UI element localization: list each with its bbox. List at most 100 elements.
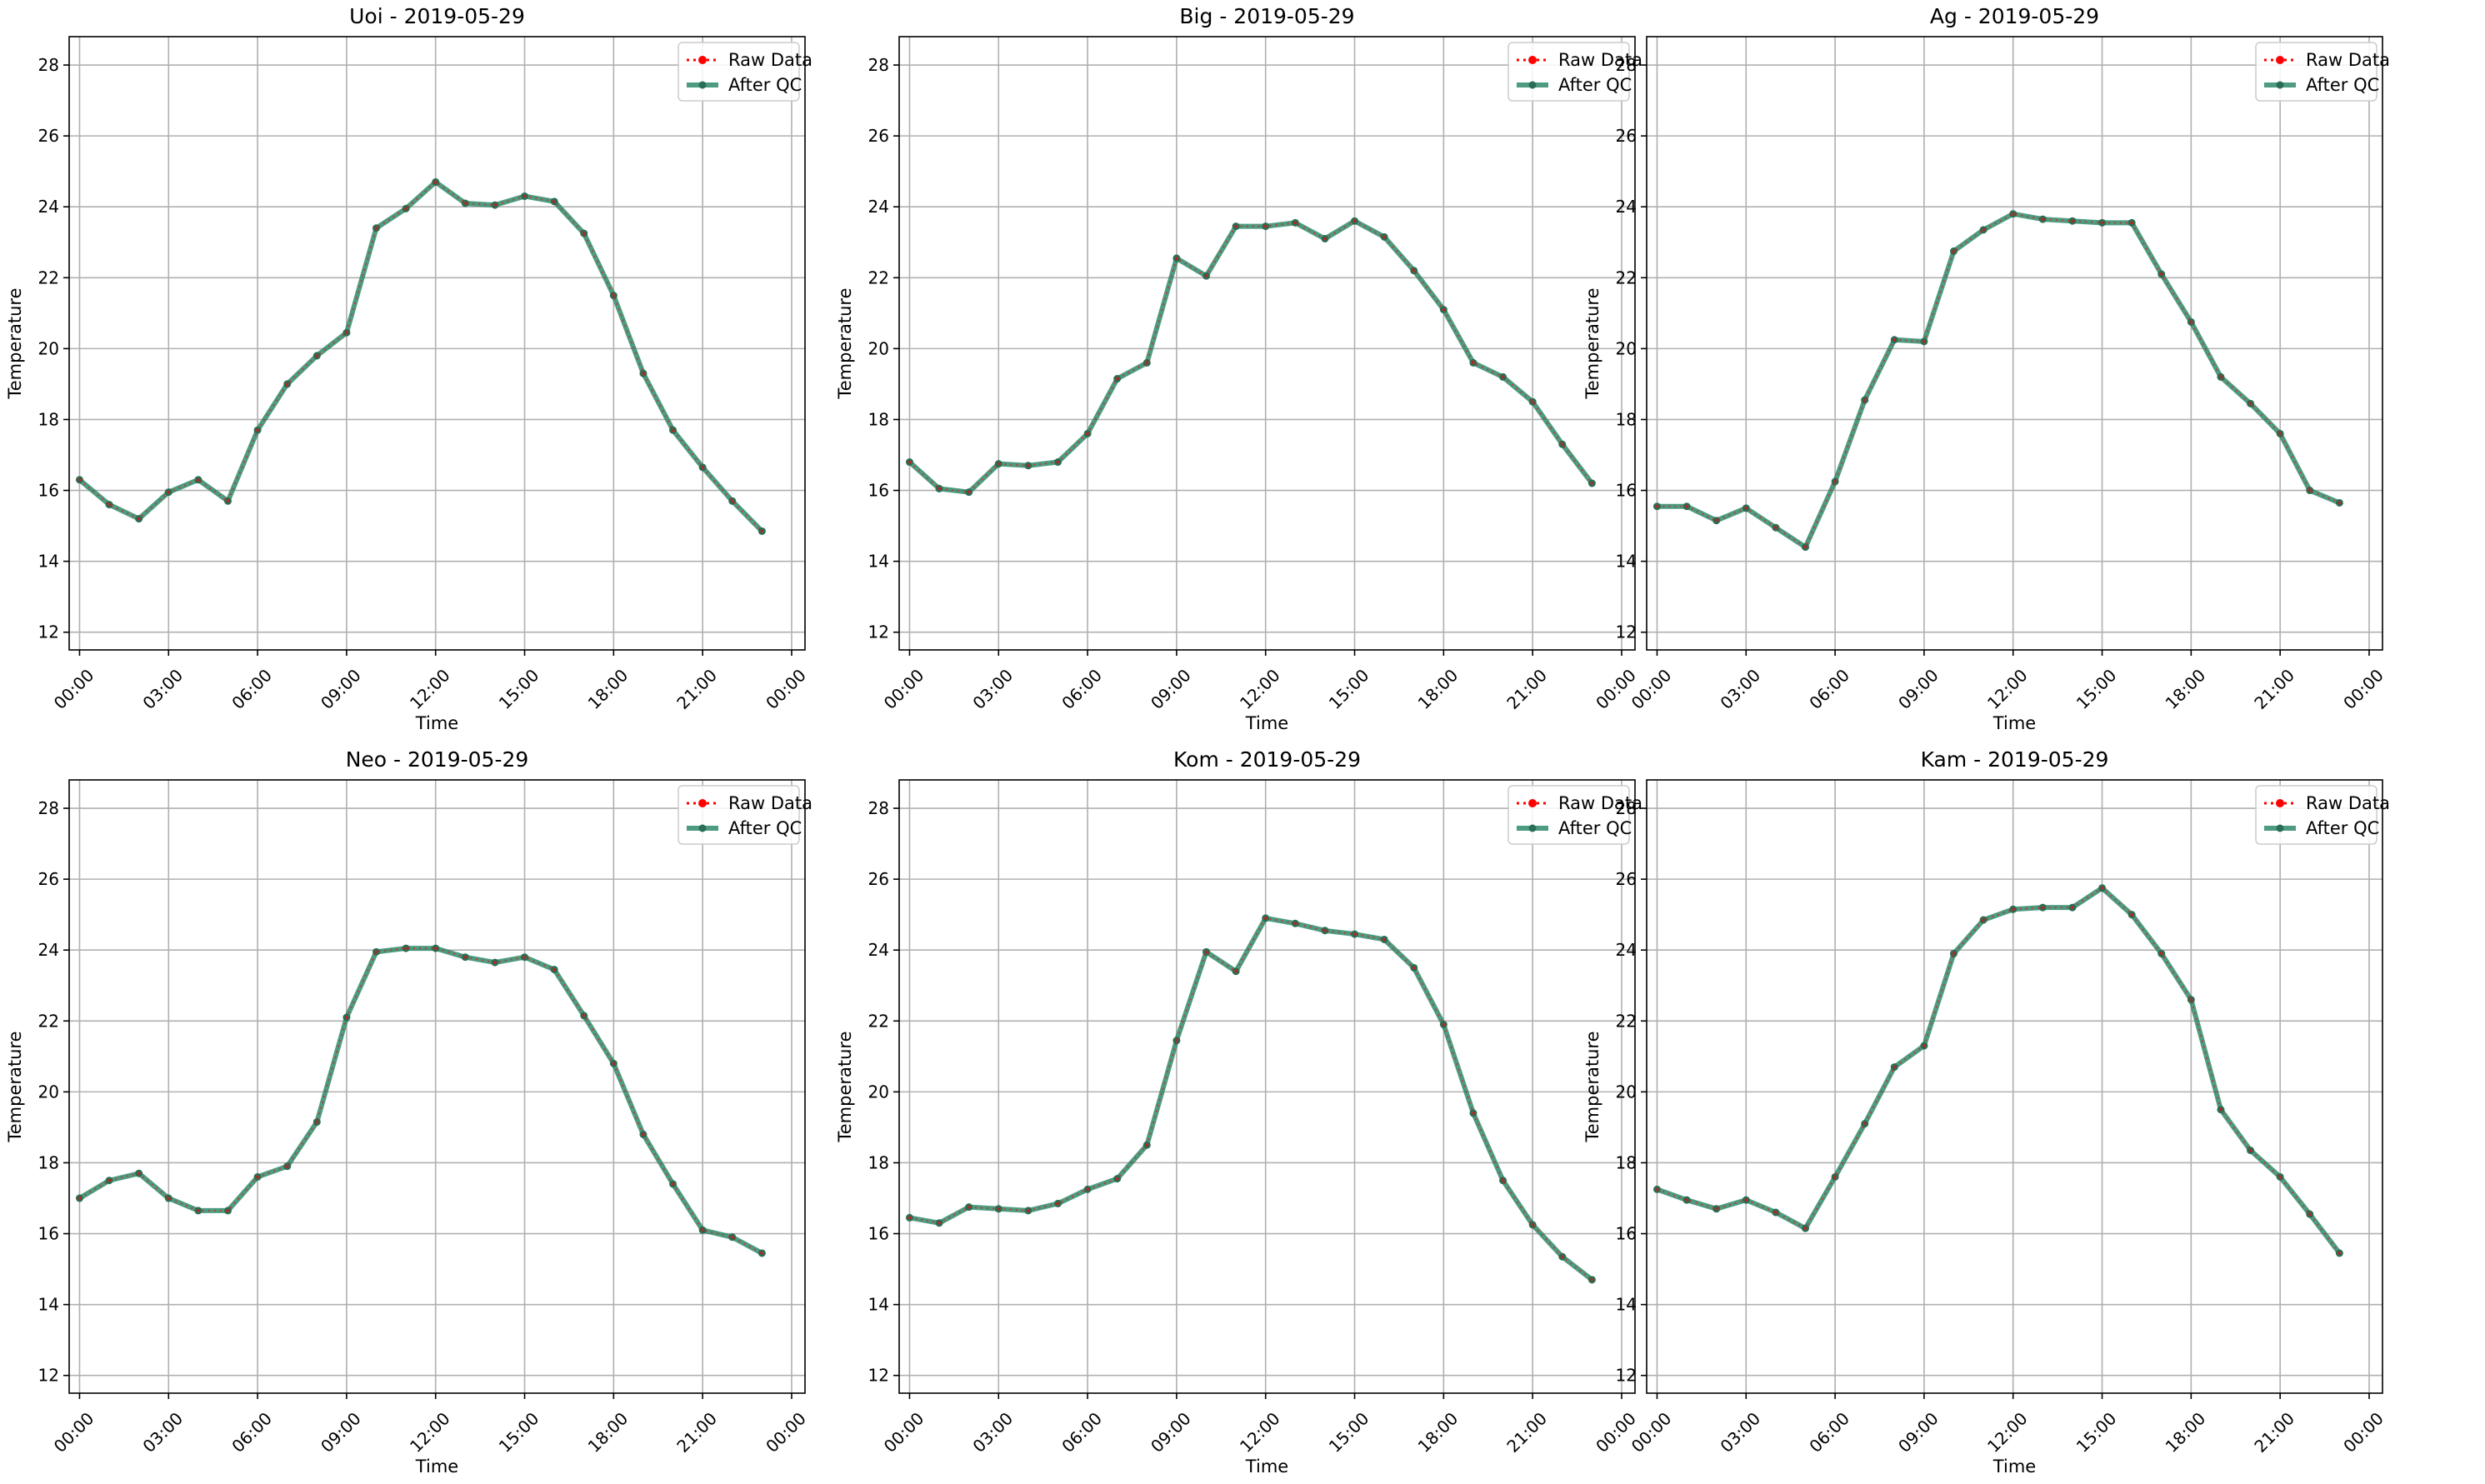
x-tick-label: 03:00 [138, 1408, 187, 1457]
x-tick-label: 00:00 [762, 1408, 810, 1457]
data-point-raw-data [671, 1182, 675, 1186]
chart-panel-1: 00:00 03:00 06:00 09:00 12:00 15:00 18:00 21:00… [835, 4, 1642, 733]
data-point-raw-data [1892, 337, 1897, 342]
legend-label-after-qc: After QC [1558, 75, 1632, 95]
data-point-raw-data [2189, 997, 2193, 1002]
x-tick-label: 18:00 [2162, 665, 2210, 713]
series-line-after-qc [1657, 211, 2341, 550]
data-point-raw-data [1204, 950, 1208, 954]
data-point-raw-data [1442, 307, 1446, 312]
data-point-raw-data [137, 517, 141, 521]
y-tick-label: 22 [1616, 1011, 1637, 1031]
data-point-raw-data [433, 947, 438, 951]
data-point-raw-data [1833, 479, 1838, 483]
legend-label-after-qc: After QC [728, 818, 802, 838]
legend-label-raw-data: Raw Data [728, 793, 812, 813]
data-point-raw-data [1773, 526, 1778, 530]
y-axis-label: Temperature [1582, 287, 1602, 399]
chart-title: Neo - 2019-05-29 [346, 747, 529, 772]
chart-panel-4: 00:00 03:00 06:00 09:00 12:00 15:00 18:00 21:00… [835, 747, 1642, 1477]
data-point-raw-data [760, 1251, 764, 1255]
data-point-raw-data [1862, 398, 1867, 402]
data-point-raw-data [1685, 1198, 1689, 1202]
x-axis-label: Time [1992, 713, 2036, 733]
data-point-raw-data [1655, 1187, 1659, 1192]
x-tick-label: 06:00 [1805, 1408, 1853, 1457]
series-line-raw-data [78, 947, 762, 1254]
y-tick-label: 18 [868, 1152, 889, 1172]
data-point-raw-data [612, 293, 616, 297]
data-point-raw-data [1204, 274, 1208, 278]
legend: Raw Data After QC [678, 42, 812, 102]
legend-marker-after-qc [698, 81, 707, 89]
y-tick-label: 16 [1616, 1224, 1637, 1244]
y-axis-label: Temperature [5, 287, 25, 399]
legend-label-raw-data: Raw Data [1558, 50, 1642, 70]
data-point-raw-data [1145, 361, 1149, 365]
y-tick-label: 20 [868, 1082, 889, 1102]
x-axis-label: Time [1992, 1457, 2036, 1477]
data-point-raw-data [2218, 1107, 2222, 1112]
y-tick-label: 16 [38, 1224, 59, 1244]
data-point-raw-data [1531, 400, 1535, 404]
legend: Raw Data After QC [2255, 42, 2390, 102]
data-point-raw-data [760, 529, 764, 533]
x-tick-label: 12:00 [1236, 665, 1284, 713]
data-point-raw-data [1322, 237, 1327, 241]
x-tick-label: 12:00 [1983, 665, 2032, 713]
y-tick-label: 14 [1616, 1295, 1637, 1315]
legend-marker-after-qc [2276, 824, 2284, 832]
x-axis-label: Time [1245, 1457, 1288, 1477]
data-point-raw-data [1056, 460, 1060, 464]
y-axis-label: Temperature [1582, 1031, 1602, 1142]
y-tick-label: 24 [868, 197, 889, 217]
data-point-raw-data [701, 1228, 705, 1232]
legend-marker-raw-data [2276, 56, 2284, 64]
data-point-raw-data [2130, 221, 2134, 225]
data-point-raw-data [1026, 463, 1030, 467]
data-point-raw-data [967, 490, 971, 494]
x-tick-label: 00:00 [1592, 1408, 1640, 1457]
data-point-raw-data [1501, 375, 1505, 379]
data-point-raw-data [1922, 1044, 1926, 1048]
data-point-raw-data [1086, 432, 1090, 436]
data-point-raw-data [1560, 1255, 1564, 1259]
y-tick-label: 22 [38, 267, 59, 287]
x-tick-label: 03:00 [1716, 1408, 1764, 1457]
x-tick-label: 15:00 [2072, 1408, 2121, 1457]
data-point-raw-data [1442, 1022, 1446, 1027]
legend-marker-raw-data [698, 799, 707, 807]
series-line-after-qc [1656, 885, 2342, 1255]
data-point-raw-data [1086, 1187, 1090, 1192]
y-tick-label: 22 [868, 1011, 889, 1031]
x-tick-label: 21:00 [2250, 665, 2298, 713]
data-point-raw-data [1352, 932, 1357, 937]
legend-marker-after-qc [698, 824, 707, 832]
x-tick-label: 06:00 [1058, 1408, 1106, 1457]
legend: Raw Data After QC [2255, 785, 2390, 845]
x-tick-label: 18:00 [1414, 665, 1462, 713]
data-point-raw-data [1655, 504, 1659, 508]
legend: Raw Data After QC [1508, 785, 1642, 845]
x-tick-label: 09:00 [1147, 1408, 1195, 1457]
x-tick-label: 03:00 [968, 1408, 1017, 1457]
legend-marker-raw-data [1528, 56, 1537, 64]
data-point-raw-data [730, 1235, 734, 1239]
data-point-raw-data [344, 331, 348, 335]
y-tick-label: 28 [1616, 55, 1637, 75]
plot-frame [68, 36, 806, 651]
data-point-raw-data [997, 462, 1001, 466]
x-tick-label: 21:00 [1502, 1408, 1551, 1457]
y-tick-label: 14 [38, 552, 59, 572]
y-tick-label: 28 [38, 55, 59, 75]
y-tick-label: 22 [38, 1011, 59, 1031]
y-axis-label: Temperature [835, 1031, 855, 1142]
data-point-raw-data [2159, 272, 2163, 277]
data-point-raw-data [78, 477, 82, 482]
x-tick-label: 12:00 [406, 1408, 454, 1457]
series-line-after-qc [78, 179, 764, 533]
data-point-raw-data [2070, 219, 2074, 223]
y-tick-label: 20 [1616, 1082, 1637, 1102]
data-point-raw-data [374, 226, 378, 230]
x-tick-label: 18:00 [1414, 1408, 1462, 1457]
